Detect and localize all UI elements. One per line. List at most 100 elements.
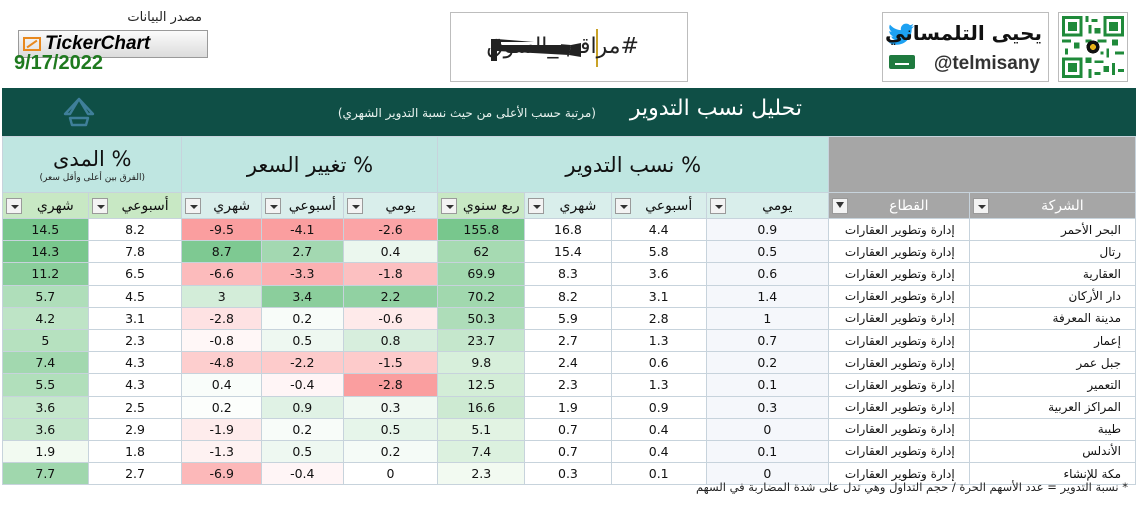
col-header-turnover-daily[interactable]: يومي bbox=[705, 192, 829, 219]
cell-price-monthly[interactable]: -1.9 bbox=[181, 417, 262, 441]
cell-turnover-quarterly[interactable]: 12.5 bbox=[437, 373, 526, 397]
col-header-turnover-monthly[interactable]: شهري bbox=[524, 192, 612, 219]
cell-price-daily[interactable]: -1.8 bbox=[342, 262, 439, 286]
cell-turnover-monthly[interactable]: 1.9 bbox=[524, 395, 612, 419]
cell-company[interactable]: إعمار bbox=[968, 328, 1137, 353]
cell-price-weekly[interactable]: 0.2 bbox=[261, 417, 344, 441]
cell-turnover-quarterly[interactable]: 9.8 bbox=[437, 351, 526, 375]
cell-company[interactable]: الأندلس bbox=[968, 439, 1137, 464]
cell-price-daily[interactable]: 0.8 bbox=[342, 328, 439, 353]
dropdown-icon[interactable] bbox=[614, 198, 631, 214]
cell-turnover-monthly[interactable]: 8.2 bbox=[524, 284, 612, 308]
cell-price-monthly[interactable]: -4.8 bbox=[181, 351, 262, 375]
cell-price-daily[interactable]: 0 bbox=[342, 462, 439, 486]
cell-company[interactable]: العقارية bbox=[968, 262, 1137, 286]
cell-turnover-weekly[interactable]: 0.9 bbox=[610, 395, 707, 419]
cell-turnover-monthly[interactable]: 5.9 bbox=[524, 306, 612, 330]
cell-turnover-daily[interactable]: 0 bbox=[705, 417, 829, 441]
cell-turnover-monthly[interactable]: 0.7 bbox=[524, 417, 612, 441]
cell-range-weekly[interactable]: 4.3 bbox=[87, 351, 183, 375]
cell-price-daily[interactable]: 0.2 bbox=[342, 439, 439, 464]
cell-price-monthly[interactable]: -6.6 bbox=[181, 262, 262, 286]
cell-price-daily[interactable]: 0.3 bbox=[342, 395, 439, 419]
cell-turnover-monthly[interactable]: 15.4 bbox=[524, 240, 612, 264]
cell-turnover-monthly[interactable]: 2.4 bbox=[524, 351, 612, 375]
cell-turnover-weekly[interactable]: 0.1 bbox=[610, 462, 707, 486]
cell-sector[interactable]: إدارة وتطوير العقارات bbox=[827, 284, 970, 308]
dropdown-icon[interactable] bbox=[6, 198, 22, 214]
cell-range-weekly[interactable]: 2.3 bbox=[87, 328, 183, 353]
cell-range-monthly[interactable]: 4.2 bbox=[2, 306, 89, 330]
cell-company[interactable]: مدينة المعرفة bbox=[968, 306, 1137, 330]
cell-range-monthly[interactable]: 3.6 bbox=[2, 395, 89, 419]
cell-company[interactable]: المراكز العربية bbox=[968, 395, 1137, 419]
cell-turnover-daily[interactable]: 0.6 bbox=[705, 262, 829, 286]
cell-turnover-daily[interactable]: 1.4 bbox=[705, 284, 829, 308]
cell-price-weekly[interactable]: -3.3 bbox=[261, 262, 344, 286]
cell-price-weekly[interactable]: 0.5 bbox=[261, 439, 344, 464]
cell-sector[interactable]: إدارة وتطوير العقارات bbox=[827, 351, 970, 375]
cell-company[interactable]: التعمير bbox=[968, 373, 1137, 397]
cell-range-weekly[interactable]: 3.1 bbox=[87, 306, 183, 330]
cell-price-daily[interactable]: -2.8 bbox=[342, 373, 439, 397]
dropdown-icon[interactable] bbox=[528, 198, 545, 214]
cell-range-weekly[interactable]: 8.2 bbox=[87, 217, 183, 242]
cell-turnover-daily[interactable]: 0.1 bbox=[705, 373, 829, 397]
cell-price-monthly[interactable]: 0.4 bbox=[181, 373, 262, 397]
cell-range-weekly[interactable]: 2.7 bbox=[87, 462, 183, 486]
cell-turnover-quarterly[interactable]: 70.2 bbox=[437, 284, 526, 308]
cell-turnover-weekly[interactable]: 3.1 bbox=[610, 284, 707, 308]
cell-range-monthly[interactable]: 7.7 bbox=[2, 462, 89, 486]
cell-price-daily[interactable]: 0.5 bbox=[342, 417, 439, 441]
cell-range-weekly[interactable]: 4.5 bbox=[87, 284, 183, 308]
cell-turnover-monthly[interactable]: 0.7 bbox=[524, 439, 612, 464]
cell-sector[interactable]: إدارة وتطوير العقارات bbox=[827, 240, 970, 264]
cell-price-monthly[interactable]: 8.7 bbox=[181, 240, 262, 264]
dropdown-icon[interactable] bbox=[441, 198, 458, 214]
cell-turnover-quarterly[interactable]: 7.4 bbox=[437, 439, 526, 464]
cell-turnover-weekly[interactable]: 0.6 bbox=[610, 351, 707, 375]
col-header-sector[interactable]: القطاع bbox=[827, 192, 970, 219]
cell-sector[interactable]: إدارة وتطوير العقارات bbox=[827, 417, 970, 441]
dropdown-icon[interactable] bbox=[185, 198, 202, 214]
cell-company[interactable]: طيبة bbox=[968, 417, 1137, 441]
cell-turnover-quarterly[interactable]: 23.7 bbox=[437, 328, 526, 353]
cell-range-weekly[interactable]: 4.3 bbox=[87, 373, 183, 397]
cell-range-monthly[interactable]: 5.5 bbox=[2, 373, 89, 397]
cell-range-weekly[interactable]: 6.5 bbox=[87, 262, 183, 286]
cell-price-weekly[interactable]: 0.2 bbox=[261, 306, 344, 330]
cell-price-weekly[interactable]: -2.2 bbox=[261, 351, 344, 375]
col-header-range-monthly[interactable]: شهري bbox=[2, 192, 89, 219]
cell-turnover-monthly[interactable]: 2.3 bbox=[524, 373, 612, 397]
col-header-company[interactable]: الشركة bbox=[968, 192, 1137, 219]
cell-price-weekly[interactable]: 3.4 bbox=[261, 284, 344, 308]
cell-sector[interactable]: إدارة وتطوير العقارات bbox=[827, 395, 970, 419]
cell-turnover-monthly[interactable]: 0.3 bbox=[524, 462, 612, 486]
cell-company[interactable]: البحر الأحمر bbox=[968, 217, 1137, 242]
cell-turnover-quarterly[interactable]: 62 bbox=[437, 240, 526, 264]
cell-turnover-monthly[interactable]: 8.3 bbox=[524, 262, 612, 286]
cell-price-monthly[interactable]: -9.5 bbox=[181, 217, 262, 242]
cell-sector[interactable]: إدارة وتطوير العقارات bbox=[827, 439, 970, 464]
cell-range-monthly[interactable]: 5 bbox=[2, 328, 89, 353]
cell-turnover-quarterly[interactable]: 155.8 bbox=[437, 217, 526, 242]
cell-price-daily[interactable]: 2.2 bbox=[342, 284, 439, 308]
cell-turnover-daily[interactable]: 0.7 bbox=[705, 328, 829, 353]
col-header-price-daily[interactable]: يومي bbox=[342, 192, 439, 219]
cell-range-weekly[interactable]: 1.8 bbox=[87, 439, 183, 464]
cell-turnover-weekly[interactable]: 2.8 bbox=[610, 306, 707, 330]
cell-turnover-daily[interactable]: 0.2 bbox=[705, 351, 829, 375]
cell-turnover-weekly[interactable]: 0.4 bbox=[610, 439, 707, 464]
dropdown-icon[interactable] bbox=[709, 198, 726, 214]
cell-sector[interactable]: إدارة وتطوير العقارات bbox=[827, 262, 970, 286]
cell-price-daily[interactable]: -0.6 bbox=[342, 306, 439, 330]
cell-price-monthly[interactable]: -6.9 bbox=[181, 462, 262, 486]
dropdown-icon[interactable] bbox=[265, 198, 281, 214]
cell-range-monthly[interactable]: 7.4 bbox=[2, 351, 89, 375]
cell-company[interactable]: مكة للإنشاء bbox=[968, 462, 1137, 486]
cell-turnover-quarterly[interactable]: 50.3 bbox=[437, 306, 526, 330]
cell-turnover-weekly[interactable]: 1.3 bbox=[610, 373, 707, 397]
cell-range-monthly[interactable]: 1.9 bbox=[2, 439, 89, 464]
dropdown-icon[interactable] bbox=[91, 198, 108, 214]
cell-sector[interactable]: إدارة وتطوير العقارات bbox=[827, 373, 970, 397]
